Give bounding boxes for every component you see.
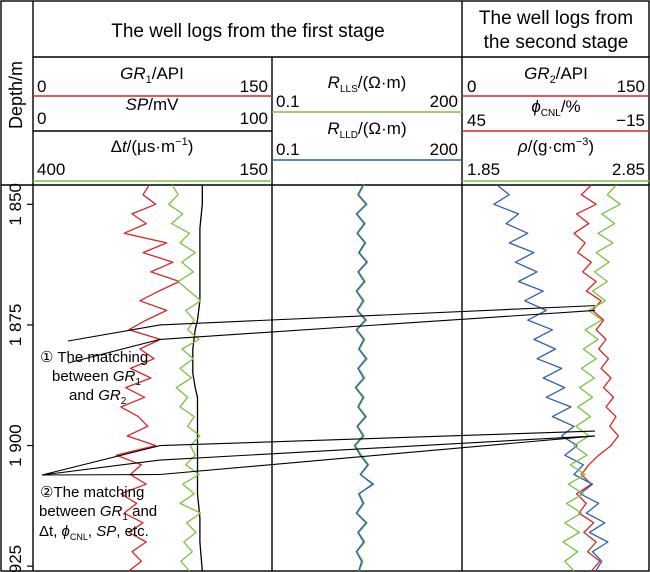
rlls-left: 0.1 xyxy=(276,92,300,111)
curve-series-6 xyxy=(493,184,609,572)
cnl-title: ϕCNL/% xyxy=(531,97,580,119)
stage1-title: The well logs from the first stage xyxy=(111,21,385,42)
rlld-title: RLLD/(Ω·m) xyxy=(327,119,406,141)
rlls-right: 200 xyxy=(430,92,458,111)
dt-right: 150 xyxy=(240,160,268,179)
annotation-1-line1: ① The matching xyxy=(40,349,148,366)
dt-title: Δt/(μs·m−1) xyxy=(111,136,194,156)
curve-series-2 xyxy=(167,184,202,572)
rho-header: ρ/(g·cm−3) 1.85 2.85 xyxy=(462,136,649,182)
annotation-leader xyxy=(41,473,161,476)
annotation-leader xyxy=(41,445,161,476)
stage2-title-line2: the second stage xyxy=(484,32,629,53)
rlls-title: RLLS/(Ω·m) xyxy=(328,73,407,95)
dt-header: Δt/(μs·m−1) 400 150 xyxy=(33,136,272,182)
annotation-1: ① The matching between GR1 and GR2 xyxy=(40,349,148,407)
rho-left: 1.85 xyxy=(467,160,500,179)
correlation-line xyxy=(159,435,596,461)
rlld-right: 200 xyxy=(430,140,458,159)
gr2-right: 150 xyxy=(617,77,645,96)
curve-series-3 xyxy=(354,184,373,572)
dt-left: 400 xyxy=(37,160,65,179)
rlls-header: RLLS/(Ω·m) 0.1 200 xyxy=(272,73,462,113)
gr2-header: GR2/API 0 150 xyxy=(462,64,649,97)
rlld-left: 0.1 xyxy=(276,140,300,159)
annotation-2: ②The matching between GR1 and Δt, ϕCNL, … xyxy=(39,484,157,542)
depth-ticks: 1 850 1 875 1 900 1 925 xyxy=(6,183,33,572)
curve-series-4 xyxy=(353,184,375,572)
depth-tick-label: 1 900 xyxy=(6,424,25,467)
depth-tick-label: 1 875 xyxy=(6,304,25,347)
cnl-left: 45 xyxy=(467,111,486,130)
correlation-line xyxy=(159,309,596,340)
curve-series-1 xyxy=(192,185,203,572)
annotation-2-line3: Δt, ϕCNL, SP, etc. xyxy=(39,523,149,542)
correlation-line xyxy=(159,435,596,476)
annotation-leader xyxy=(41,459,161,476)
curve-series-7 xyxy=(562,184,621,572)
gr2-left: 0 xyxy=(467,77,476,96)
sp-title: SP/mV xyxy=(126,95,180,114)
annotation-1-line2: between GR1 xyxy=(52,368,141,388)
correlation-line xyxy=(159,430,596,447)
annotation-1-line3: and GR2 xyxy=(69,387,127,407)
annotation-2-line1: ②The matching xyxy=(40,484,144,501)
cnl-header: ϕCNL/% 45 −15 xyxy=(462,97,649,132)
curve-series-0 xyxy=(115,184,181,572)
sp-header: SP/mV 0 100 xyxy=(37,95,268,128)
correlation-line xyxy=(159,305,596,326)
gr1-left: 0 xyxy=(37,77,46,96)
log-curves xyxy=(115,184,621,572)
stage2-title-line1: The well logs from xyxy=(479,8,633,29)
depth-tick-label: 1 925 xyxy=(6,545,25,572)
correlation-lines xyxy=(41,305,596,476)
rho-right: 2.85 xyxy=(612,160,645,179)
rlld-header: RLLD/(Ω·m) 0.1 200 xyxy=(272,119,462,161)
cnl-right: −15 xyxy=(616,111,645,130)
gr1-title: GR1/API xyxy=(120,64,184,86)
depth-axis-label: Depth/m xyxy=(6,61,26,129)
sp-left: 0 xyxy=(37,109,46,128)
annotation-leader xyxy=(67,338,161,364)
curve-series-5 xyxy=(573,184,620,572)
gr2-title: GR2/API xyxy=(524,64,588,86)
gr1-right: 150 xyxy=(240,77,268,96)
annotation-2-line2: between GR1 and xyxy=(39,503,157,523)
gr1-header: GR1/API 0 150 xyxy=(33,64,272,97)
sp-right: 100 xyxy=(240,109,268,128)
annotation-leader xyxy=(67,324,161,342)
depth-tick-label: 1 850 xyxy=(6,183,25,226)
rho-title: ρ/(g·cm−3) xyxy=(517,136,594,156)
